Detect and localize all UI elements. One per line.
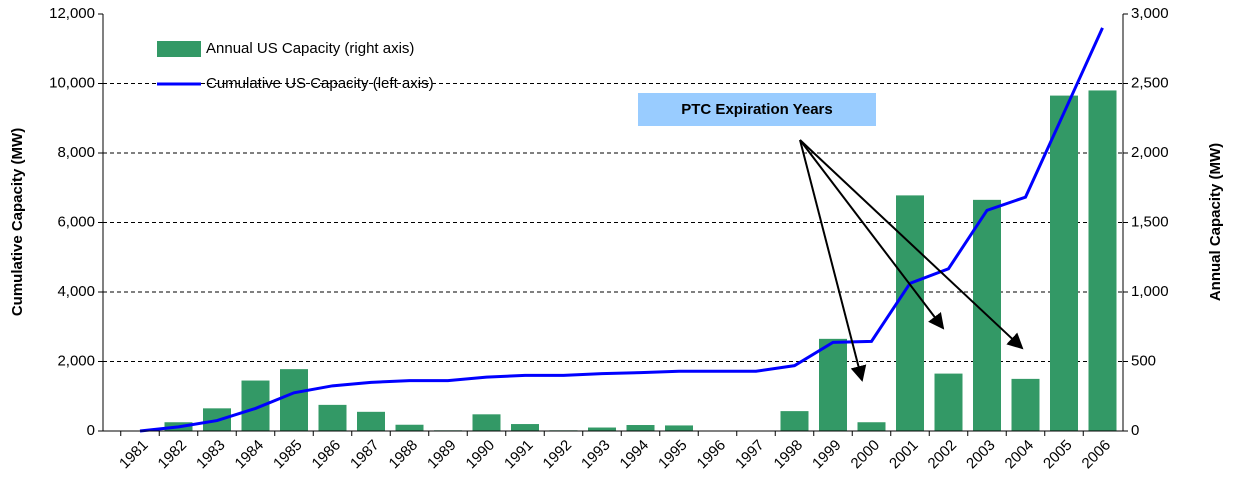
y2-tick-label: 2,000 [1131,144,1169,161]
bar [858,422,886,431]
x-tick-label: 1981 [116,437,152,473]
bar [819,339,847,431]
x-tick-label: 1984 [232,437,268,473]
x-tick-label: 1983 [193,437,229,473]
x-tick-label: 2001 [886,437,922,473]
x-tick-label: 2006 [1079,437,1115,473]
x-tick-label: 1995 [655,437,691,473]
y-axis-title: Cumulative Capacity (MW) [9,128,26,316]
x-tick-label: 1999 [809,437,845,473]
x-tick-label: 1993 [578,437,614,473]
y2-tick-label: 3,000 [1131,5,1169,22]
y-tick-label: 10,000 [49,74,95,91]
y2-tick-label: 500 [1131,352,1156,369]
bar [280,369,308,431]
x-tick-label: 1990 [463,437,499,473]
bar [1012,379,1040,431]
y-tick-label: 6,000 [57,213,95,230]
x-tick-label: 1998 [771,437,807,473]
legend-swatch [157,41,201,57]
x-tick-label: 1988 [386,437,422,473]
x-tick-label: 1982 [155,437,191,473]
x-tick-label: 2005 [1040,437,1076,473]
bar [357,412,385,431]
x-tick-label: 1996 [694,437,730,473]
x-tick-label: 2000 [848,437,884,473]
y2-tick-label: 1,000 [1131,283,1169,300]
y2-tick-label: 2,500 [1131,74,1169,91]
bar [627,425,655,431]
x-tick-label: 1994 [617,437,653,473]
x-tick-label: 1987 [347,437,383,473]
x-tick-label: 2002 [925,437,961,473]
bar [665,425,693,431]
bar [781,411,809,431]
legend-label: Cumulative US Capacity (left axis) [206,75,434,92]
x-tick-label: 1985 [270,437,306,473]
x-tick-label: 2004 [1002,437,1038,473]
annotation: PTC Expiration Years [681,101,832,118]
y2-tick-label: 1,500 [1131,213,1169,230]
bar [511,424,539,431]
y-tick-label: 12,000 [49,5,95,22]
grid [103,84,1123,362]
y2-axis-title: Annual Capacity (MW) [1207,143,1224,301]
x-tick-label: 1989 [424,437,460,473]
bar [588,428,616,431]
x-tick-label: 1992 [540,437,576,473]
y-tick-label: 2,000 [57,352,95,369]
y2-tick-label: 0 [1131,422,1139,439]
bars [126,90,1117,431]
y-tick-label: 4,000 [57,283,95,300]
legend-label: Annual US Capacity (right axis) [206,40,414,57]
x-tick-label: 1986 [309,437,345,473]
legend: Annual US Capacity (right axis) Cumulativ… [157,40,434,92]
x-tick-label: 1991 [501,437,537,473]
y-tick-label: 0 [87,422,95,439]
bar [1089,90,1117,431]
y-tick-label: 8,000 [57,144,95,161]
x-tick-label: 1997 [732,437,768,473]
bar [896,195,924,431]
bar [396,425,424,431]
bar [319,405,347,431]
x-tick-label: 2003 [963,437,999,473]
bar [935,374,963,431]
bar [1050,96,1078,431]
bar [473,414,501,431]
